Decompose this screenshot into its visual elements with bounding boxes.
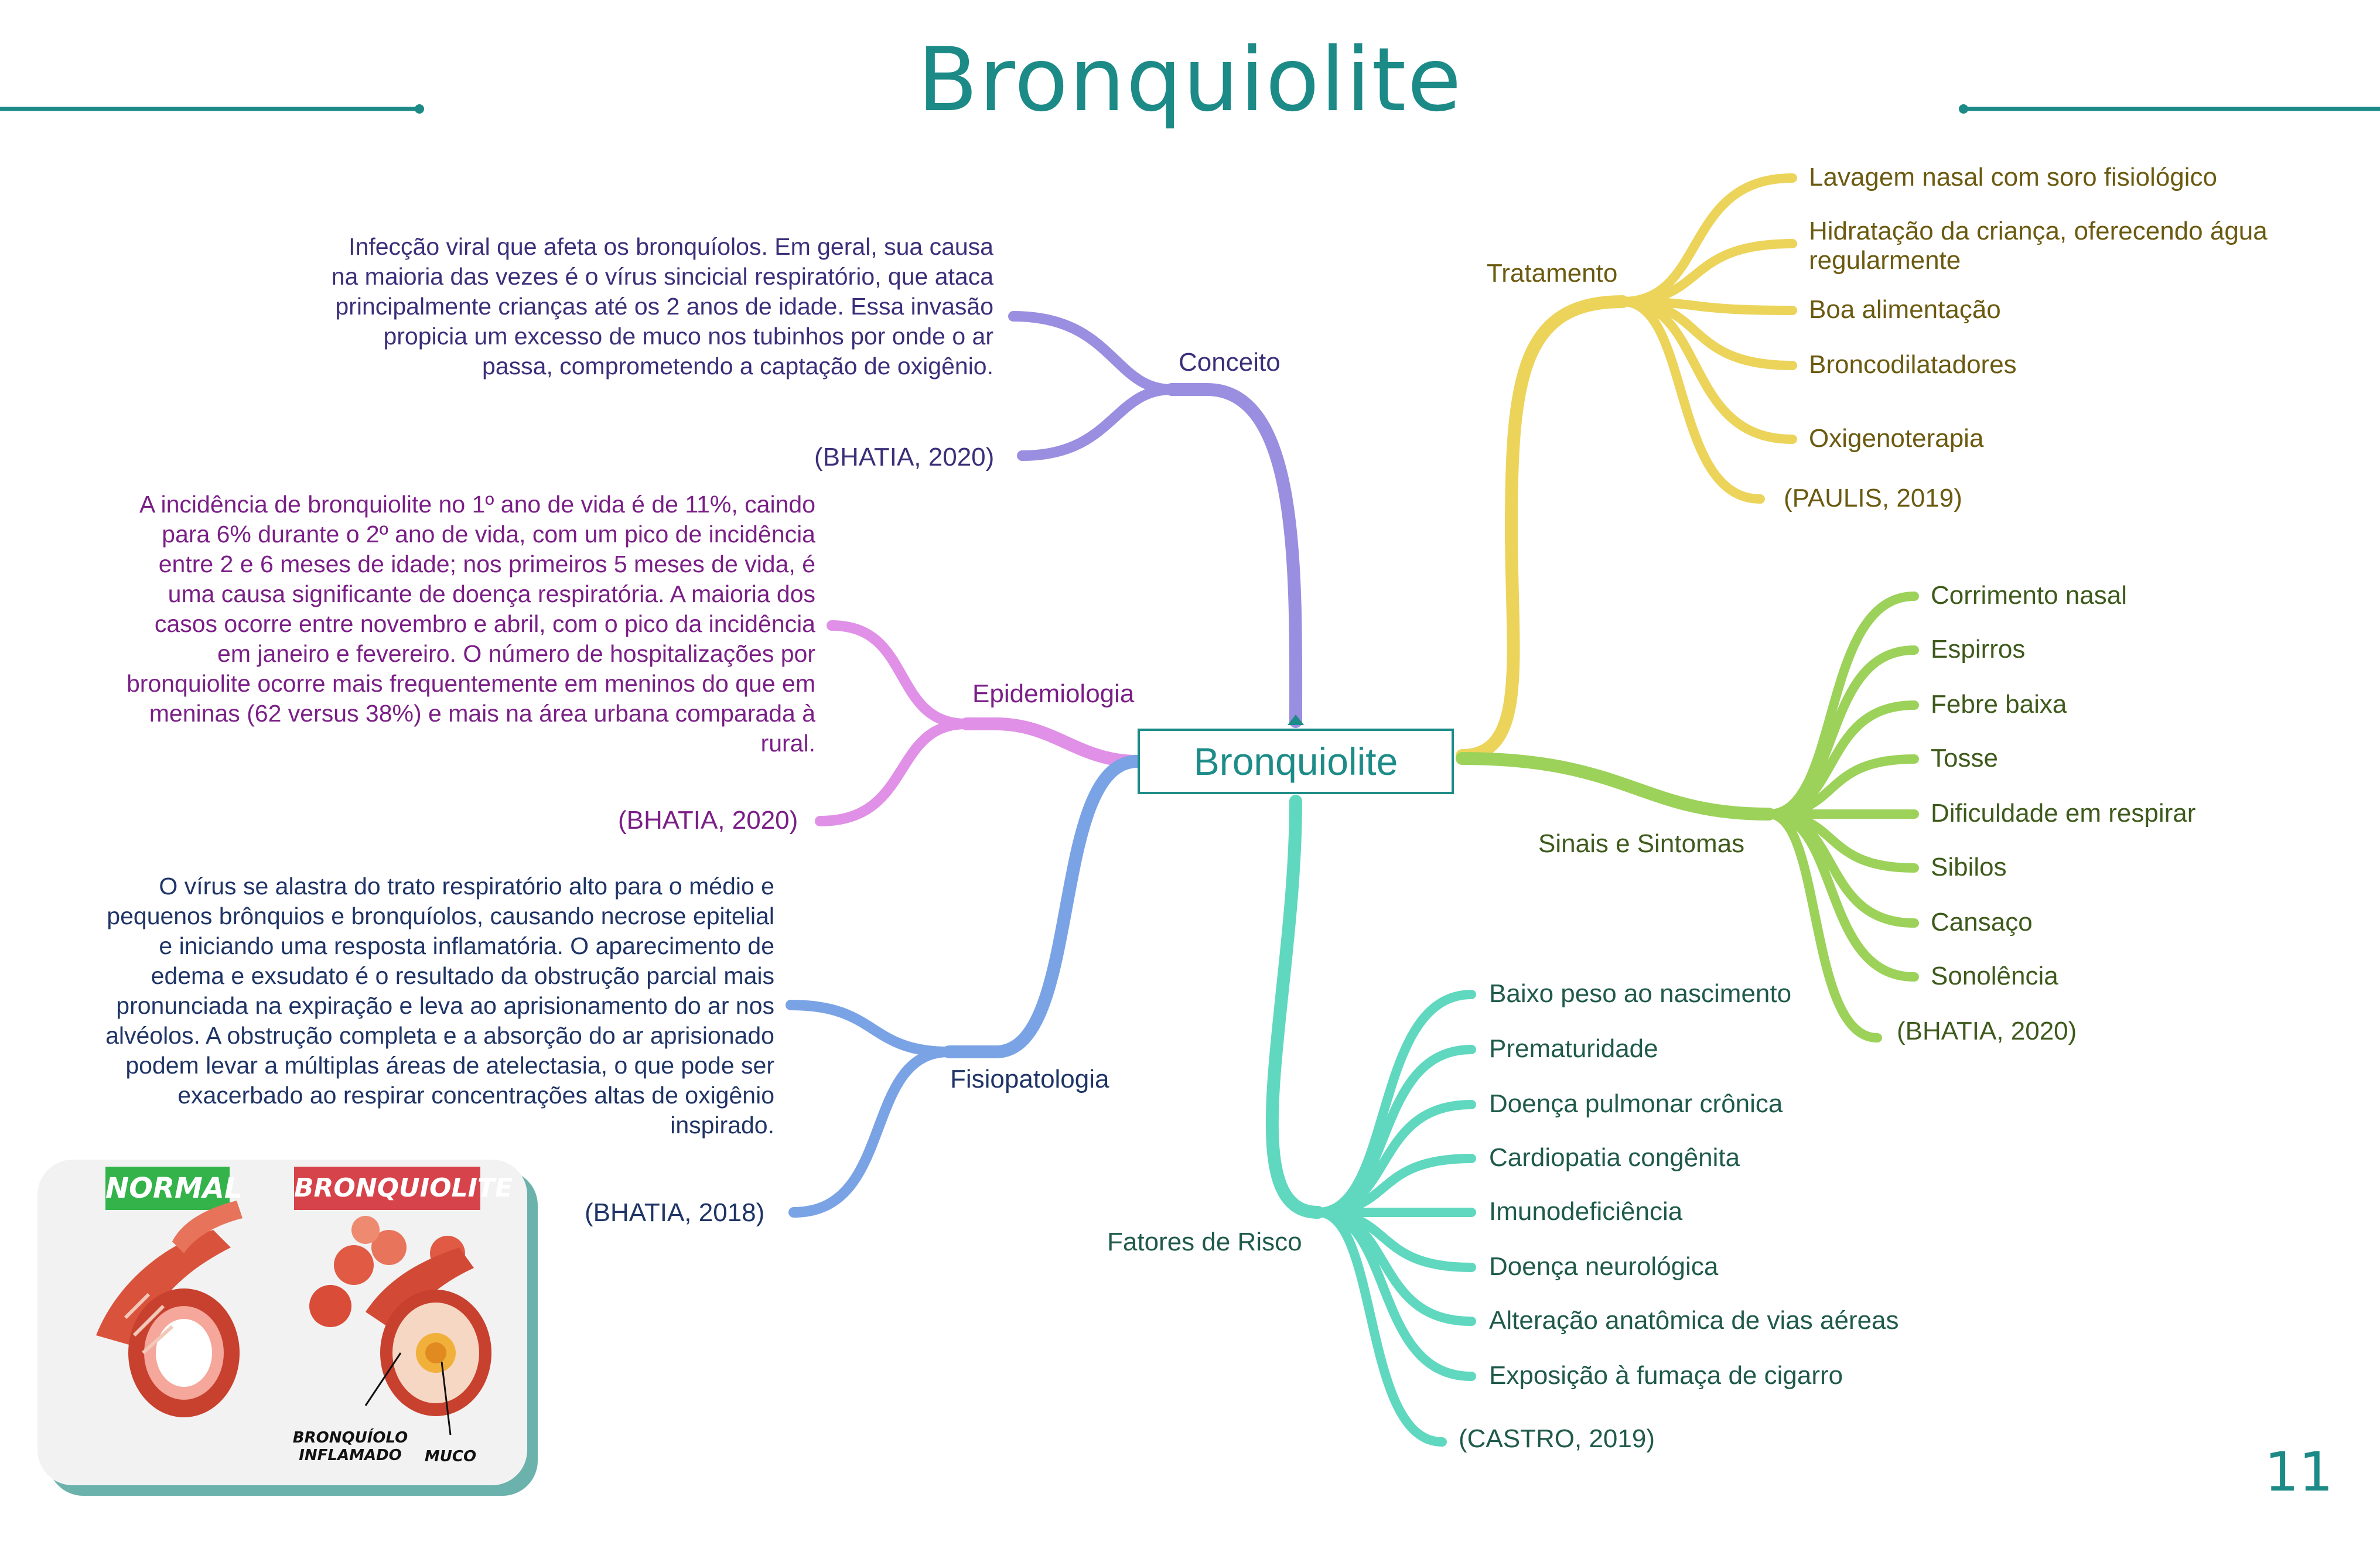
fatores-ref[interactable]: (CASTRO, 2019) xyxy=(1459,1424,1655,1453)
leaf-branch xyxy=(1764,809,1919,982)
conceito-ref: (BHATIA, 2020) xyxy=(814,443,995,471)
tratamento-ref[interactable]: (PAULIS, 2019) xyxy=(1784,484,1962,512)
branch-fisiopatologia xyxy=(786,755,1144,1218)
conceito-text: Infecção viral que afeta os bronquíolos.… xyxy=(331,233,993,380)
illustration-panel: NORMAL BRONQUIOLITE BRONQUÍOLO INF xyxy=(37,1160,527,1485)
leaf-branch xyxy=(1313,1208,1447,1447)
branch-epidemiologia xyxy=(815,620,1144,826)
branch-tratamento xyxy=(1456,295,1629,762)
fatores-item[interactable]: Alteração anatômica de vias aéreas xyxy=(1489,1306,1899,1335)
fisiopatologia-text: O vírus se alastra do trato respiratório… xyxy=(105,873,774,1139)
leaf-branch xyxy=(1618,297,1797,444)
sinais-ref[interactable]: (BHATIA, 2020) xyxy=(1897,1017,2077,1045)
branch-sinais xyxy=(1456,752,1775,821)
sinais-item[interactable]: Cansaço xyxy=(1931,908,2033,936)
page-number: 11 xyxy=(2264,1441,2333,1503)
leaf-branch xyxy=(1618,173,1797,306)
central-node[interactable]: Bronquiolite xyxy=(1138,729,1454,794)
fatores-item[interactable]: Baixo peso ao nascimento xyxy=(1489,979,1792,1008)
sinais-item[interactable]: Febre baixa xyxy=(1931,690,2067,719)
branch-fatores xyxy=(1265,795,1324,1219)
tratamento-item[interactable]: Broncodilatadores xyxy=(1809,350,2017,379)
sinais-label[interactable]: Sinais e Sintomas xyxy=(1538,829,1745,858)
normal-bronchiole-drawing xyxy=(96,1201,243,1417)
tratamento-item[interactable]: Oxigenoterapia xyxy=(1809,424,1984,453)
center-arrow-icon xyxy=(1288,715,1304,725)
header-dot-left xyxy=(415,104,424,114)
header-dot-right xyxy=(1959,104,1968,114)
leaf-branch xyxy=(1313,1208,1476,1381)
epidemiologia-text: A incidência de bronquiolite no 1º ano d… xyxy=(127,491,815,757)
sinais-item[interactable]: Sonolência xyxy=(1931,962,2058,990)
tratamento-item[interactable]: Lavagem nasal com soro fisiológico xyxy=(1809,163,2218,192)
sinais-item[interactable]: Corrimento nasal xyxy=(1931,581,2128,610)
fisiopatologia-ref: (BHATIA, 2018) xyxy=(585,1198,765,1227)
fatores-item[interactable]: Imunodeficiência xyxy=(1489,1197,1683,1226)
bronquiolite-tag: BRONQUIOLITE xyxy=(294,1167,513,1210)
bronquiolo-inflamado-caption: BRONQUÍOLO INFLAMADO xyxy=(292,1429,408,1464)
sinais-item[interactable]: Tosse xyxy=(1931,744,1998,772)
leaf-branch xyxy=(1764,809,1882,1042)
fatores-item[interactable]: Doença neurológica xyxy=(1489,1252,1719,1281)
central-node-label: Bronquiolite xyxy=(1193,740,1398,783)
tratamento-item[interactable]: Boa alimentação xyxy=(1809,295,2001,324)
sinais-item[interactable]: Sibilos xyxy=(1931,853,2007,881)
fatores-item[interactable]: Exposição à fumaça de cigarro xyxy=(1489,1361,1843,1390)
fatores-item[interactable]: Cardiopatia congênita xyxy=(1489,1143,1740,1172)
fisiopatologia-label[interactable]: Fisiopatologia xyxy=(950,1065,1109,1093)
tratamento-label[interactable]: Tratamento xyxy=(1487,259,1618,288)
normal-tag: NORMAL xyxy=(105,1167,242,1210)
sinais-item[interactable]: Dificuldade em respirar xyxy=(1931,799,2196,828)
fatores-label[interactable]: Fatores de Risco xyxy=(1107,1228,1302,1256)
muco-caption: MUCO xyxy=(424,1448,477,1465)
epidemiologia-ref: (BHATIA, 2020) xyxy=(618,806,798,835)
conceito-label[interactable]: Conceito xyxy=(1179,348,1281,377)
epidemiologia-label[interactable]: Epidemiologia xyxy=(972,679,1135,708)
page-title: Bronquiolite xyxy=(917,29,1463,131)
sinais-item[interactable]: Espirros xyxy=(1931,635,2026,664)
tratamento-item[interactable]: Hidratação da criança, oferecendo água r… xyxy=(1809,217,2268,275)
bronchiole-illustration xyxy=(96,1201,491,1435)
branch-conceito xyxy=(1008,311,1303,728)
fatores-item[interactable]: Doença pulmonar crônica xyxy=(1489,1089,1783,1118)
fatores-item[interactable]: Prematuridade xyxy=(1489,1034,1658,1063)
inflamed-bronchiole-drawing xyxy=(309,1216,491,1435)
leaf-branch xyxy=(1618,297,1765,504)
